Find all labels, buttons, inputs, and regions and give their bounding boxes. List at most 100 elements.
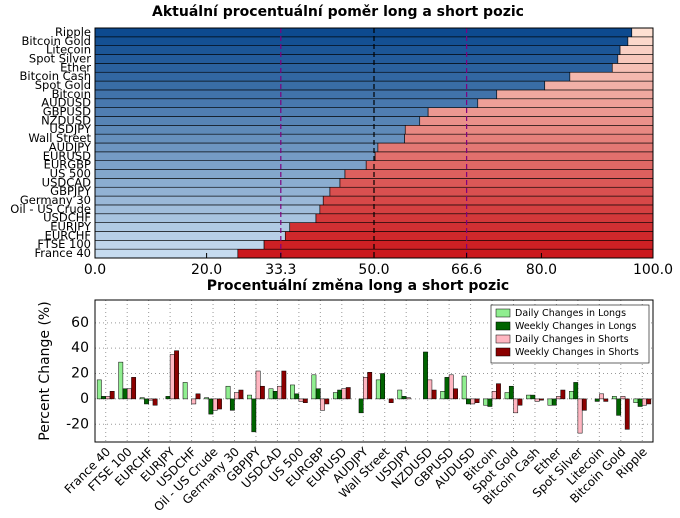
bar — [427, 107, 654, 117]
bar — [94, 107, 429, 117]
bar — [344, 169, 654, 179]
legend-swatch — [495, 321, 511, 331]
bar — [195, 393, 201, 400]
y-tick-label: AUDJPY — [49, 140, 92, 154]
bar — [363, 377, 368, 400]
bar — [483, 398, 488, 406]
bar — [624, 398, 630, 430]
bar — [94, 142, 379, 153]
bar — [94, 248, 239, 259]
x-tick-label: 50.0 — [358, 262, 389, 278]
bar — [94, 116, 421, 126]
bar — [517, 398, 523, 406]
bar — [358, 398, 364, 414]
bar — [109, 391, 115, 400]
bar — [573, 382, 579, 400]
y-tick-label: USDCHF — [43, 211, 91, 225]
bar — [94, 89, 498, 100]
bar — [324, 398, 330, 405]
bar — [94, 151, 376, 161]
bar — [94, 204, 321, 215]
y-tick-label: FTSE 100 — [37, 237, 91, 251]
y-tick-label: France 40 — [34, 246, 91, 260]
bar — [302, 398, 308, 403]
bar — [260, 385, 265, 400]
bar — [320, 398, 325, 411]
bar — [404, 133, 654, 144]
bar — [556, 396, 561, 400]
bar — [581, 398, 587, 411]
bar — [617, 54, 654, 64]
bar — [627, 36, 654, 46]
bar — [251, 398, 257, 433]
bar — [637, 398, 643, 407]
y-tick-label: USDCAD — [42, 175, 91, 189]
bar — [513, 398, 519, 414]
bar — [94, 231, 286, 241]
bar — [277, 385, 282, 400]
bar — [174, 350, 179, 400]
y-tick-label: Ether — [60, 60, 91, 74]
y-tick-label: AUDUSD — [41, 96, 91, 110]
y-tick-label: NZDUSD — [41, 113, 91, 127]
bar — [212, 398, 218, 411]
bar — [341, 388, 347, 400]
bar — [477, 98, 654, 108]
bar — [337, 389, 343, 400]
y-tick-label: Litecoin — [46, 43, 91, 57]
bar — [322, 195, 654, 206]
bar — [365, 160, 654, 170]
y-tick-label: GBPJPY — [50, 184, 92, 198]
bar — [204, 397, 209, 400]
bar — [165, 396, 171, 400]
bar — [289, 222, 654, 232]
bar — [633, 398, 639, 403]
bar — [599, 393, 604, 400]
bar — [530, 394, 536, 400]
bar — [94, 36, 629, 46]
bar — [311, 374, 317, 400]
bar — [329, 186, 654, 197]
bar — [461, 375, 467, 400]
x-tick-label: 66.6 — [451, 262, 482, 278]
y-tick-label: GBPUSD — [43, 105, 91, 119]
bar — [427, 379, 433, 400]
bar — [315, 388, 321, 400]
bar — [94, 178, 341, 188]
bar — [375, 379, 381, 400]
bar — [94, 54, 619, 64]
bar — [94, 45, 621, 55]
bar — [298, 398, 304, 402]
bar — [380, 373, 385, 400]
bar — [94, 125, 406, 135]
bar — [319, 204, 654, 215]
bar — [268, 388, 274, 400]
bar — [191, 398, 197, 405]
bar — [405, 397, 411, 400]
bar — [594, 398, 600, 402]
bar — [94, 98, 479, 108]
bar — [281, 370, 287, 400]
x-tick-label: 80.0 — [526, 262, 557, 278]
y-tick-label: Oil - US Crude — [10, 202, 91, 216]
y-tick-label: EURCHF — [45, 228, 91, 242]
bar — [152, 398, 158, 406]
bar — [148, 398, 154, 401]
y-tick-label: Spot Gold — [35, 78, 91, 92]
bar — [487, 398, 493, 407]
bar — [569, 71, 654, 82]
bar — [474, 398, 480, 403]
bar — [94, 27, 633, 38]
y-tick-label: Bitcoin Gold — [21, 34, 91, 48]
bar — [646, 398, 652, 405]
bar — [94, 160, 367, 170]
chart-title: Aktuální procentuální poměr long a short… — [152, 4, 524, 20]
bar — [448, 374, 454, 400]
bar — [504, 392, 510, 400]
bar — [290, 384, 295, 400]
bar — [620, 396, 626, 400]
bar — [118, 361, 124, 400]
bar — [101, 396, 106, 400]
y-tick-label: 0 — [80, 391, 89, 407]
